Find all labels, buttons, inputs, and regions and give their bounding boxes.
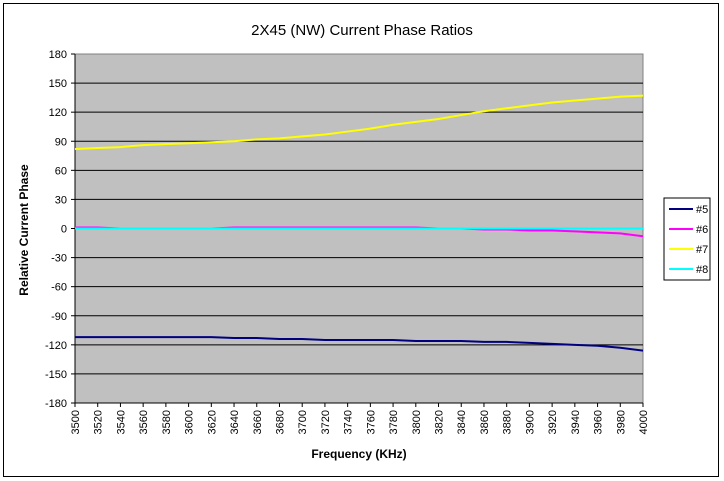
legend-label: #6 xyxy=(696,224,708,236)
x-axis: 3500 3520 3540 3560 3580 3600 3620 3640 3660 3680… xyxy=(70,402,650,434)
legend-label: #8 xyxy=(696,264,708,276)
x-tick-label: 3580 xyxy=(161,410,173,434)
x-tick-label: 3680 xyxy=(274,410,286,434)
x-tick-label: 3980 xyxy=(615,410,627,434)
x-tick-label: 3600 xyxy=(184,410,196,434)
x-tick-label: 3660 xyxy=(252,410,264,434)
x-tick-label: 3780 xyxy=(388,410,400,434)
y-tick-label: 90 xyxy=(55,136,67,148)
x-tick-label: 3540 xyxy=(115,410,127,434)
x-tick-label: 3820 xyxy=(434,410,446,434)
legend: #5 #6 #7 #8 xyxy=(663,197,711,281)
x-tick-label: 3840 xyxy=(456,410,468,434)
y-tick-label: -60 xyxy=(51,282,67,294)
legend-box xyxy=(663,197,711,281)
series-line-1 xyxy=(75,336,644,352)
series-line-3 xyxy=(74,94,644,151)
legend-label: #7 xyxy=(696,244,708,256)
y-axis: 180 150 120 90 60 30 0 -30 -60 -90 -120 -150 -180 xyxy=(45,49,76,410)
y-tick-label: 180 xyxy=(49,49,67,61)
y-tick-label: -150 xyxy=(45,369,67,381)
x-tick-label: 3620 xyxy=(206,410,218,434)
y-tick-label: -180 xyxy=(45,398,67,410)
x-tick-label: 3960 xyxy=(593,410,605,434)
series-layer xyxy=(74,94,644,352)
legend-label: #5 xyxy=(696,204,708,216)
y-tick-label: 60 xyxy=(55,165,67,177)
y-tick-label: -90 xyxy=(51,311,67,323)
x-axis-title: Frequency (KHz) xyxy=(311,447,406,461)
x-tick-label: 3700 xyxy=(297,410,309,434)
y-tick-label: -120 xyxy=(45,340,67,352)
x-tick-label: 3720 xyxy=(320,410,332,434)
y-tick-label: -30 xyxy=(51,253,67,265)
x-tick-label: 3760 xyxy=(365,410,377,434)
x-tick-label: 3800 xyxy=(411,410,423,434)
y-tick-label: 150 xyxy=(49,78,67,90)
x-tick-label: 3920 xyxy=(547,410,559,434)
x-tick-label: 3860 xyxy=(479,410,491,434)
y-axis-title: Relative Current Phase xyxy=(17,164,31,296)
x-tick-label: 3500 xyxy=(70,410,82,434)
x-tick-label: 3560 xyxy=(138,410,150,434)
x-tick-label: 3640 xyxy=(229,410,241,434)
chart-title: 2X45 (NW) Current Phase Ratios xyxy=(251,22,473,39)
x-tick-label: 3900 xyxy=(524,410,536,434)
y-tick-label: 0 xyxy=(61,224,67,236)
x-tick-label: 3520 xyxy=(93,410,105,434)
x-tick-label: 4000 xyxy=(638,410,650,434)
x-tick-label: 3940 xyxy=(570,410,582,434)
y-tick-label: 120 xyxy=(49,107,67,119)
y-tick-label: 30 xyxy=(55,194,67,206)
x-tick-label: 3880 xyxy=(502,410,514,434)
x-tick-label: 3740 xyxy=(343,410,355,434)
